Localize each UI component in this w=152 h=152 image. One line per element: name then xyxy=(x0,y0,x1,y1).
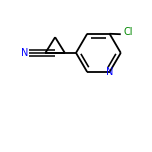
Text: N: N xyxy=(21,48,28,58)
Text: N: N xyxy=(106,67,113,77)
Text: Cl: Cl xyxy=(123,27,133,37)
